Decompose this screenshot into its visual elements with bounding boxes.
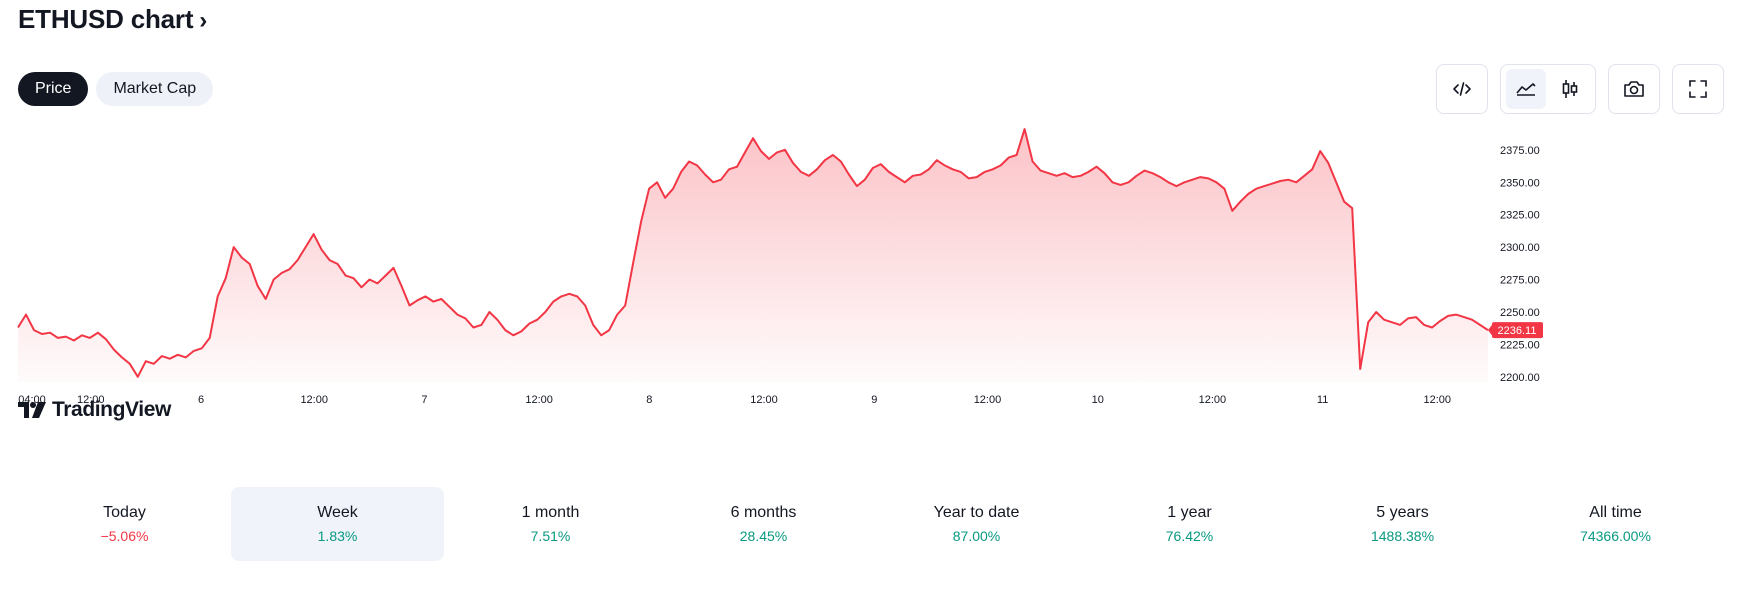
period-1-year[interactable]: 1 year 76.42%: [1083, 487, 1296, 561]
period-6-months[interactable]: 6 months 28.45%: [657, 487, 870, 561]
x-tick-label: 10: [1092, 394, 1104, 406]
x-tick-label: 12:00: [1199, 394, 1227, 406]
period-week[interactable]: Week 1.83%: [231, 487, 444, 561]
fullscreen-icon: [1689, 80, 1707, 98]
chevron-right-icon: ›: [199, 6, 208, 34]
x-tick-label: 12:00: [974, 394, 1002, 406]
candlestick-icon: [1562, 80, 1578, 98]
x-tick-label: 12:00: [525, 394, 553, 406]
period-change-value: 28.45%: [739, 528, 788, 544]
embed-group: [1436, 64, 1488, 114]
period-year-to-date[interactable]: Year to date 87.00%: [870, 487, 1083, 561]
y-tick-label: 2300.00: [1500, 242, 1540, 254]
tradingview-logo-icon: [18, 402, 46, 418]
fullscreen-button[interactable]: [1678, 69, 1718, 109]
chart-style-group: [1500, 64, 1596, 114]
chart-title-link[interactable]: ETHUSD chart ›: [18, 4, 207, 35]
period-today[interactable]: Today −5.06%: [18, 487, 231, 561]
x-tick-label: 9: [871, 394, 877, 406]
price-chart[interactable]: 2200.00 2225.00 2250.00 2275.00 2300.00 2325.…: [0, 120, 1739, 460]
period-change-value: 87.00%: [952, 528, 1001, 544]
period-5-years[interactable]: 5 years 1488.38%: [1296, 487, 1509, 561]
period-label: 1 year: [1167, 504, 1212, 521]
embed-button[interactable]: [1442, 69, 1482, 109]
period-label: 6 months: [730, 504, 797, 521]
last-value-label: 2236.11: [1498, 325, 1537, 337]
snapshot-button[interactable]: [1614, 69, 1654, 109]
price-line: [17, 128, 1489, 378]
y-tick-label: 2250.00: [1500, 307, 1540, 319]
y-tick-label: 2200.00: [1500, 372, 1540, 384]
period-change-value: 74366.00%: [1580, 528, 1651, 544]
period-label: Year to date: [933, 504, 1020, 521]
period-change-value: 1488.38%: [1370, 528, 1435, 544]
tradingview-logo-text: TradingView: [52, 398, 171, 421]
y-tick-label: 2325.00: [1500, 210, 1540, 222]
y-axis: 2200.00 2225.00 2250.00 2275.00 2300.00 2325.…: [1500, 145, 1540, 384]
camera-icon: [1624, 81, 1644, 97]
area-chart-icon: [1516, 83, 1536, 96]
period-label: Today: [103, 504, 146, 521]
period-label: Week: [317, 504, 358, 521]
y-tick-label: 2350.00: [1500, 177, 1540, 189]
snapshot-group: [1608, 64, 1660, 114]
price-area-fill: [18, 129, 1488, 382]
period-all-time[interactable]: All time 74366.00%: [1509, 487, 1722, 561]
period-label: 1 month: [521, 504, 580, 521]
x-tick-label: 12:00: [77, 394, 105, 406]
tradingview-logo[interactable]: TradingView: [18, 398, 171, 422]
chart-type-tabs: Price Market Cap: [18, 72, 214, 106]
tab-market-cap[interactable]: Market Cap: [96, 72, 214, 106]
x-axis: 04:00 12:00 6 12:00 7 12:00 8 12:00 9 12:00 10 12:0…: [18, 394, 1451, 406]
y-tick-label: 2275.00: [1500, 275, 1540, 287]
period-change-value: 7.51%: [530, 528, 571, 544]
period-change-value: −5.06%: [100, 528, 149, 544]
period-change-value: 1.83%: [317, 528, 358, 544]
last-value-marker: 2236.11: [1488, 322, 1543, 339]
x-tick-label: 11: [1317, 394, 1328, 406]
y-tick-label: 2375.00: [1500, 145, 1540, 157]
fullscreen-group: [1672, 64, 1724, 114]
period-label: 5 years: [1376, 504, 1429, 521]
x-tick-label: 12:00: [300, 394, 328, 406]
chart-toolbar: [1436, 64, 1724, 114]
x-tick-label: 6: [198, 394, 204, 406]
period-label: All time: [1589, 504, 1642, 521]
x-tick-label: 8: [646, 394, 652, 406]
performance-periods: Today −5.06% Week 1.83% 1 month 7.51% 6 months…: [18, 487, 1722, 561]
x-tick-label: 12:00: [1424, 394, 1452, 406]
page-title: ETHUSD chart: [18, 4, 194, 34]
candlestick-button[interactable]: [1550, 69, 1590, 109]
period-1-month[interactable]: 1 month 7.51%: [444, 487, 657, 561]
area-chart-button[interactable]: [1506, 69, 1546, 109]
x-tick-label: 7: [421, 394, 427, 406]
period-change-value: 76.42%: [1165, 528, 1214, 544]
x-tick-label: 12:00: [750, 394, 778, 406]
y-tick-label: 2225.00: [1500, 339, 1540, 351]
embed-icon: [1453, 82, 1471, 96]
last-value-badge: [1492, 322, 1543, 339]
tab-price[interactable]: Price: [18, 72, 89, 106]
